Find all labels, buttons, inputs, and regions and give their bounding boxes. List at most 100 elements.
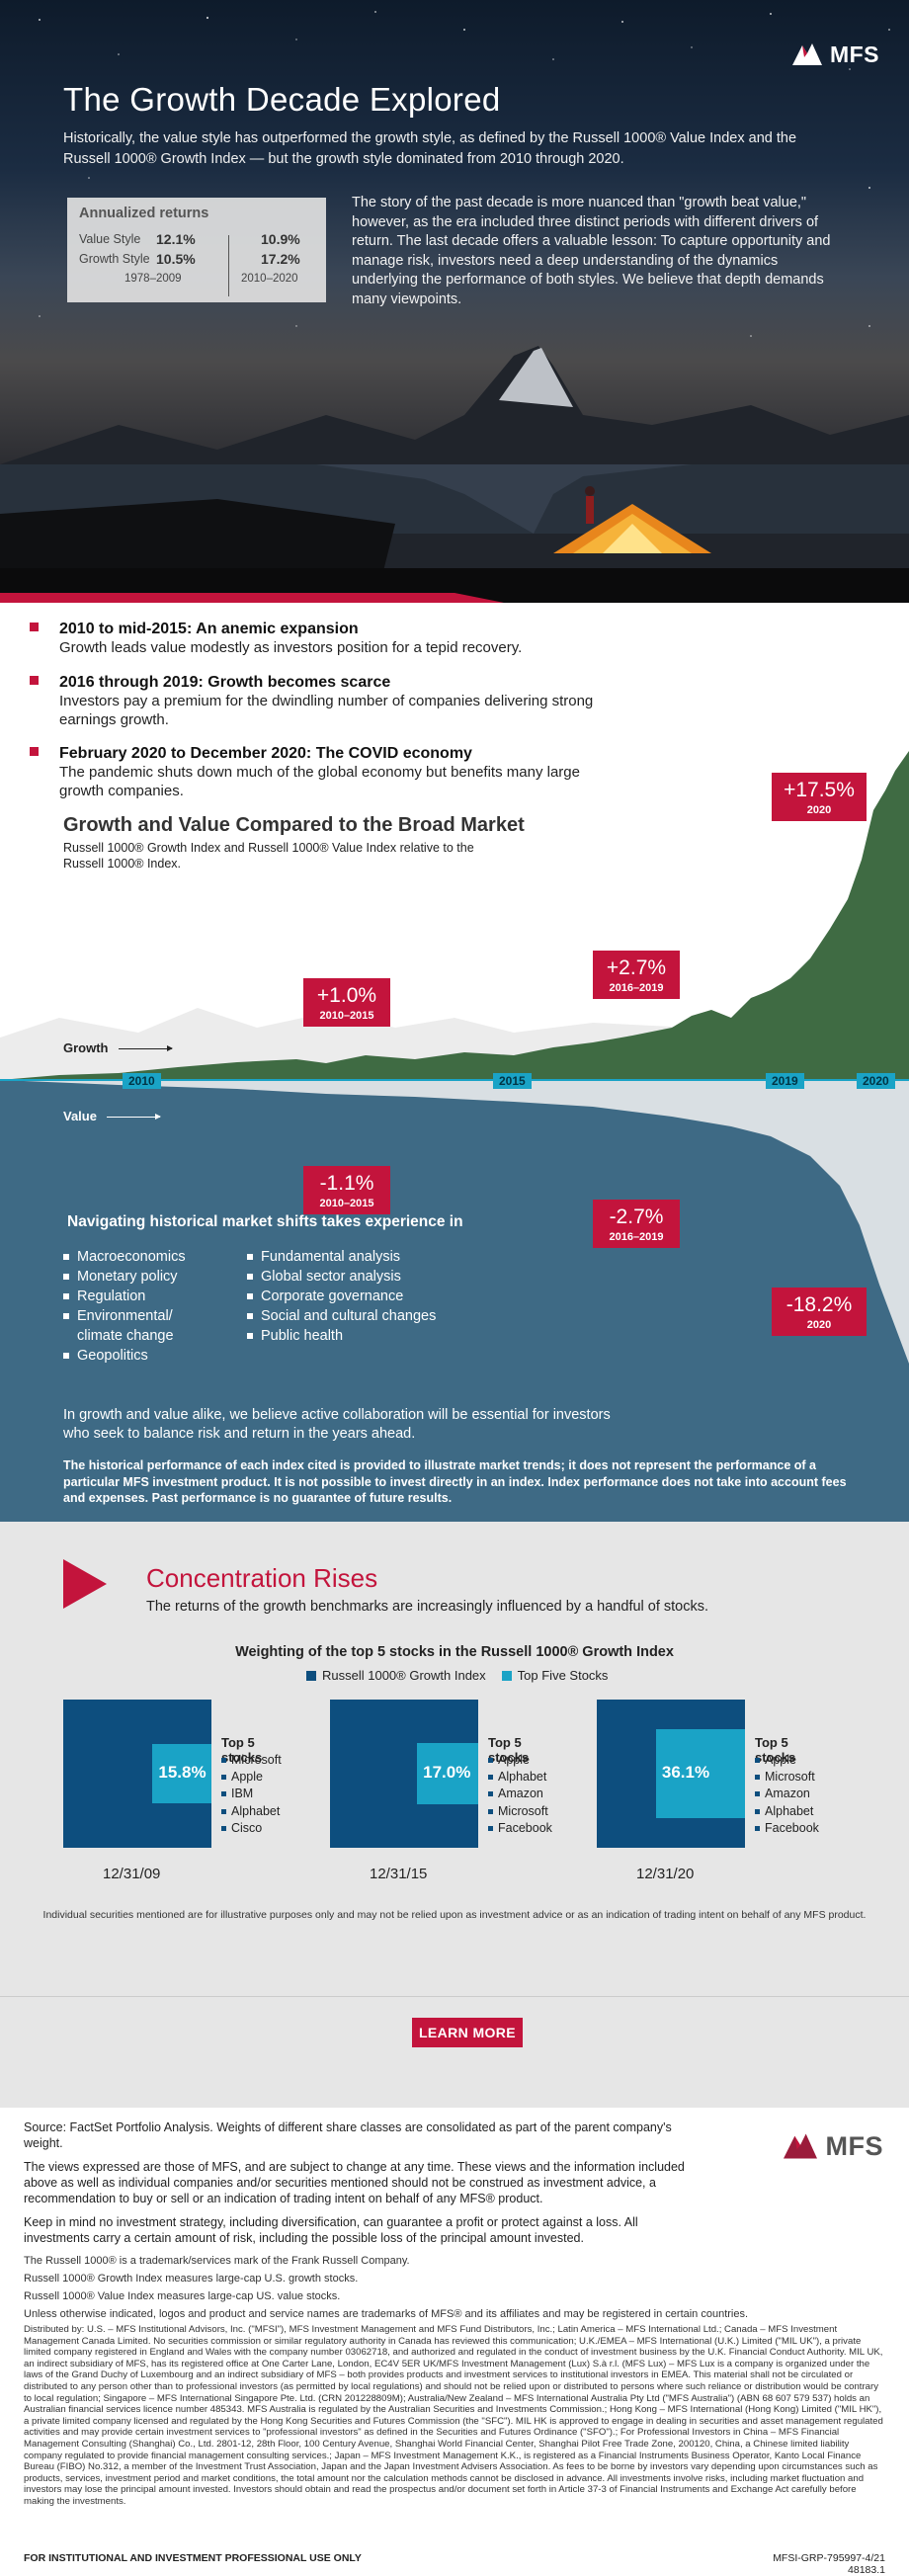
stock-item: IBM bbox=[221, 1786, 282, 1802]
panel-date: 12/31/15 bbox=[370, 1866, 428, 1882]
legend-item: Top Five Stocks bbox=[501, 1668, 608, 1683]
callout-period: 2020 bbox=[806, 804, 832, 816]
hero-story: The story of the past decade is more nua… bbox=[352, 195, 831, 307]
list-item: Environmental/ climate change bbox=[63, 1306, 211, 1346]
annualized-returns-box: Annualized returns Value Style 12.1% 10.… bbox=[67, 198, 326, 302]
index-disclaimer: The historical performance of each index… bbox=[63, 1458, 847, 1505]
trademark-note: The Russell 1000® is a trademark/service… bbox=[24, 2255, 410, 2267]
growth-callout: +1.0% 2010–2015 bbox=[303, 978, 390, 1027]
list-item: Geopolitics bbox=[63, 1346, 211, 1366]
mfs-logo-text: MFS bbox=[825, 2130, 883, 2161]
arrow-right-icon bbox=[118, 1045, 173, 1052]
divider bbox=[0, 1996, 909, 1997]
footer-section: Source: FactSet Portfolio Analysis. Weig… bbox=[0, 2108, 909, 2576]
period-body: Growth leads value modestly as investors… bbox=[59, 639, 523, 656]
weighting-legend: Russell 1000® Growth Index Top Five Stoc… bbox=[306, 1668, 608, 1683]
growth-value-chart bbox=[0, 751, 909, 1522]
growth-callout: +2.7% 2016–2019 bbox=[593, 951, 680, 999]
stock-item: Apple bbox=[488, 1752, 552, 1769]
mfs-logo-icon bbox=[783, 2133, 817, 2159]
callout-period: 2010–2015 bbox=[319, 1010, 374, 1022]
mfs-footer-logo[interactable]: MFS bbox=[781, 2129, 884, 2163]
document-id: MFSI-GRP-795997-4/21 bbox=[773, 2552, 885, 2564]
trademark-note: Russell 1000® Value Index measures large… bbox=[24, 2290, 341, 2302]
period-item: February 2020 to December 2020: The COVI… bbox=[30, 745, 613, 800]
value-callout: -1.1% 2010–2015 bbox=[303, 1166, 390, 1214]
period-heading: 2010 to mid-2015: An anemic expansion bbox=[59, 621, 359, 637]
learn-more-button[interactable]: LEARN MORE bbox=[412, 2018, 523, 2047]
document-code: MFSI-GRP-795997-4/21 48183.1 bbox=[773, 2552, 885, 2576]
returns-divider bbox=[228, 235, 229, 296]
callout-value: -1.1% bbox=[319, 1172, 374, 1195]
returns-value-2010: 10.9% bbox=[261, 231, 300, 247]
concentration-section: Concentration Rises The returns of the g… bbox=[0, 1522, 909, 1996]
stock-item: Alphabet bbox=[221, 1803, 282, 1820]
top5-list: Apple Alphabet Amazon Microsoft Facebook bbox=[488, 1752, 552, 1837]
returns-years: 1978–2009 2010–2020 bbox=[79, 273, 314, 285]
stock-item: Cisco bbox=[221, 1820, 282, 1837]
year-tag: 2020 bbox=[857, 1073, 895, 1089]
value-area-bg bbox=[0, 1080, 909, 1522]
period-body: Investors pay a premium for the dwindlin… bbox=[59, 693, 594, 728]
concentration-title: Concentration Rises bbox=[146, 1563, 378, 1593]
list-item: Fundamental analysis bbox=[247, 1247, 436, 1267]
hero-intro: Historically, the value style has outper… bbox=[63, 130, 797, 167]
top5-label: Top 5 stocks bbox=[755, 1735, 796, 1765]
callout-value: -2.7% bbox=[609, 1205, 664, 1228]
mfs-logo-icon bbox=[791, 43, 822, 65]
period-heading: February 2020 to December 2020: The COVI… bbox=[59, 745, 472, 762]
growth-callout: +17.5% 2020 bbox=[772, 773, 867, 821]
index-square bbox=[330, 1700, 478, 1848]
returns-row-value: Value Style 12.1% 10.9% bbox=[79, 229, 314, 249]
period-marker bbox=[30, 747, 39, 756]
panel-date: 12/31/09 bbox=[103, 1866, 161, 1882]
returns-row-growth: Growth Style 10.5% 17.2% bbox=[79, 249, 314, 269]
top5-percent: 15.8% bbox=[158, 1763, 207, 1782]
list-item: Macroeconomics bbox=[63, 1247, 211, 1267]
stock-item: Microsoft bbox=[488, 1803, 552, 1820]
period-item: 2010 to mid-2015: An anemic expansion Gr… bbox=[30, 621, 613, 657]
stock-item: Alphabet bbox=[488, 1769, 552, 1786]
list-item: Corporate governance bbox=[247, 1287, 436, 1306]
callout-period: 2016–2019 bbox=[609, 1231, 664, 1243]
top5-square bbox=[152, 1744, 211, 1803]
chart-subtitle: Russell 1000® Growth Index and Russell 1… bbox=[63, 841, 474, 871]
concentration-subtitle: The returns of the growth benchmarks are… bbox=[146, 1599, 709, 1615]
stock-item: Facebook bbox=[755, 1820, 819, 1837]
callout-value: -18.2% bbox=[785, 1293, 853, 1316]
list-item: Global sector analysis bbox=[247, 1267, 436, 1287]
trademark-note: Unless otherwise indicated, logos and pr… bbox=[24, 2308, 749, 2320]
returns-growth-1978: 10.5% bbox=[156, 251, 196, 267]
cta-section: LEARN MORE bbox=[0, 1996, 909, 2108]
value-callout: -2.7% 2016–2019 bbox=[593, 1200, 680, 1248]
legend-swatch bbox=[306, 1670, 316, 1681]
legend-label: Russell 1000® Growth Index bbox=[322, 1668, 486, 1683]
stock-item: Microsoft bbox=[221, 1752, 282, 1769]
document-id-2: 48183.1 bbox=[848, 2564, 885, 2576]
expertise-list-2: Fundamental analysis Global sector analy… bbox=[247, 1247, 436, 1346]
year-tag: 2010 bbox=[123, 1073, 161, 1089]
index-square bbox=[597, 1700, 745, 1848]
stock-item: Microsoft bbox=[755, 1769, 819, 1786]
list-item: Social and cultural changes bbox=[247, 1306, 436, 1326]
callout-value: +2.7% bbox=[606, 956, 667, 979]
growth-value-section: 2010 to mid-2015: An anemic expansion Gr… bbox=[0, 603, 909, 1522]
value-axis-label: Value bbox=[63, 1109, 161, 1123]
top5-percent: 36.1% bbox=[661, 1763, 710, 1782]
year-tag: 2015 bbox=[493, 1073, 532, 1089]
mfs-logo[interactable]: MFS bbox=[790, 40, 879, 69]
callout-period: 2016–2019 bbox=[609, 982, 664, 994]
top5-list: Microsoft Apple IBM Alphabet Cisco bbox=[221, 1752, 282, 1837]
period-heading: 2016 through 2019: Growth becomes scarce bbox=[59, 674, 391, 691]
hero-section: MFS The Growth Decade Explored Historica… bbox=[0, 0, 909, 603]
top5-percent: 17.0% bbox=[423, 1763, 471, 1782]
returns-year-range: 2010–2020 bbox=[241, 273, 298, 285]
top5-square bbox=[417, 1743, 478, 1804]
stock-item: Amazon bbox=[755, 1786, 819, 1802]
returns-value-1978: 12.1% bbox=[156, 231, 196, 247]
period-item: 2016 through 2019: Growth becomes scarce… bbox=[30, 674, 613, 729]
year-tag: 2019 bbox=[766, 1073, 804, 1089]
footer-bottom: FOR INSTITUTIONAL AND INVESTMENT PROFESS… bbox=[24, 2552, 885, 2576]
legend-item: Russell 1000® Growth Index bbox=[306, 1668, 486, 1683]
source-note: Source: FactSet Portfolio Analysis. Weig… bbox=[24, 2120, 672, 2150]
